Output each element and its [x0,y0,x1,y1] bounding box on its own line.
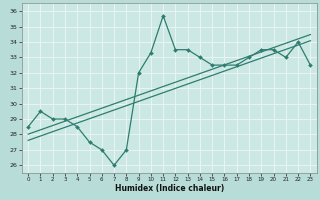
X-axis label: Humidex (Indice chaleur): Humidex (Indice chaleur) [115,184,224,193]
